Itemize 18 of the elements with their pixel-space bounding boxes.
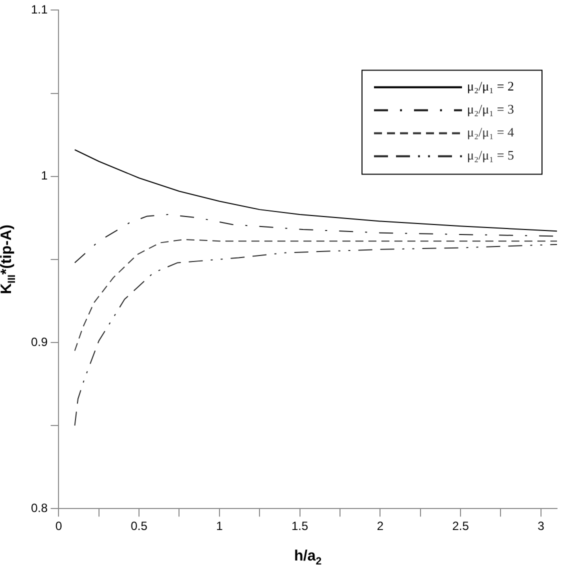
line-series	[74, 244, 557, 426]
x-tick-label: 2.5	[452, 519, 470, 534]
x-tick-label: 0	[55, 519, 62, 534]
y-axis-title: KIII*(tip-A)	[0, 224, 18, 294]
y-tick-label: 1	[40, 168, 48, 183]
text: μ₂/μ₁ = 2	[467, 78, 514, 94]
x-tick-label: 1	[216, 519, 224, 534]
text: μ₂/μ₁ = 3	[467, 102, 514, 117]
x-tick-label: 3	[538, 519, 545, 534]
x-tick-label: 0.5	[130, 519, 148, 534]
y-tick-label: 0.8	[30, 500, 48, 515]
x-tick-label: 1.5	[291, 519, 308, 534]
y-tick-label: 0.9	[30, 334, 48, 349]
y-tick-label: 1.1	[30, 2, 48, 17]
text: μ₂/μ₁ = 5	[467, 148, 514, 163]
line-series	[74, 238, 557, 352]
x-tick-label: 2	[376, 519, 384, 534]
text: μ₂/μ₁ = 4	[467, 124, 514, 140]
